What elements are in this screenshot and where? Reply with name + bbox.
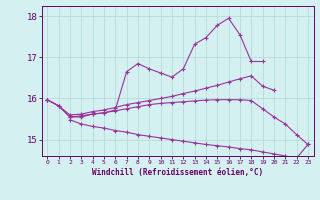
X-axis label: Windchill (Refroidissement éolien,°C): Windchill (Refroidissement éolien,°C)	[92, 168, 263, 177]
